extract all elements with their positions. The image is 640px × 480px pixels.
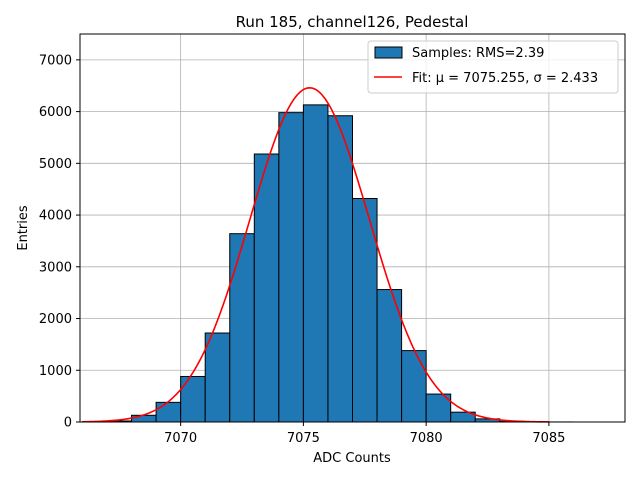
y-tick-label: 1000	[39, 364, 72, 379]
histogram-bar	[302, 104, 329, 423]
histogram-bar	[278, 112, 304, 423]
histogram-bar	[327, 115, 353, 423]
x-tick-label: 7070	[164, 431, 197, 446]
fit-curve-group	[82, 86, 549, 423]
histogram-bar	[131, 414, 157, 423]
x-tick-label: 7085	[532, 431, 565, 446]
histogram-bar	[229, 233, 255, 423]
y-tick-label: 2000	[39, 312, 72, 327]
histogram-bar	[376, 289, 403, 423]
y-tick-label: 0	[64, 416, 72, 431]
histogram-bar	[401, 350, 427, 423]
x-tick-label: 7075	[287, 431, 320, 446]
histogram-bar	[180, 375, 206, 423]
chart-title: Run 185, channel126, Pedestal	[236, 13, 469, 31]
y-tick-label: 5000	[39, 157, 72, 172]
legend-histogram-label: Samples: RMS=2.39	[412, 46, 544, 61]
y-tick-label: 4000	[39, 209, 72, 224]
x-tick-label: 7080	[410, 431, 443, 446]
y-axis-ticks: 0 1000 2000 3000 4000 5000 6000 7000	[39, 53, 80, 431]
x-axis-title: ADC Counts	[313, 451, 391, 466]
legend-histogram-swatch	[374, 46, 403, 59]
y-tick-label: 3000	[39, 260, 72, 275]
legend: Samples: RMS=2.39 Fit: μ = 7075.255, σ =…	[367, 40, 619, 94]
x-axis-ticks: 7070 7075 7080 7085	[164, 422, 565, 446]
fit-curve	[82, 86, 549, 423]
legend-fit-label: Fit: μ = 7075.255, σ = 2.433	[412, 71, 598, 86]
y-tick-label: 6000	[39, 105, 72, 120]
histogram-bar	[204, 332, 231, 423]
y-axis-title: Entries	[16, 205, 31, 251]
histogram-bar	[155, 401, 182, 423]
legend-frame	[367, 40, 619, 94]
y-tick-label: 7000	[39, 53, 72, 68]
histogram-bar	[253, 153, 280, 423]
plot-frame	[79, 33, 626, 423]
